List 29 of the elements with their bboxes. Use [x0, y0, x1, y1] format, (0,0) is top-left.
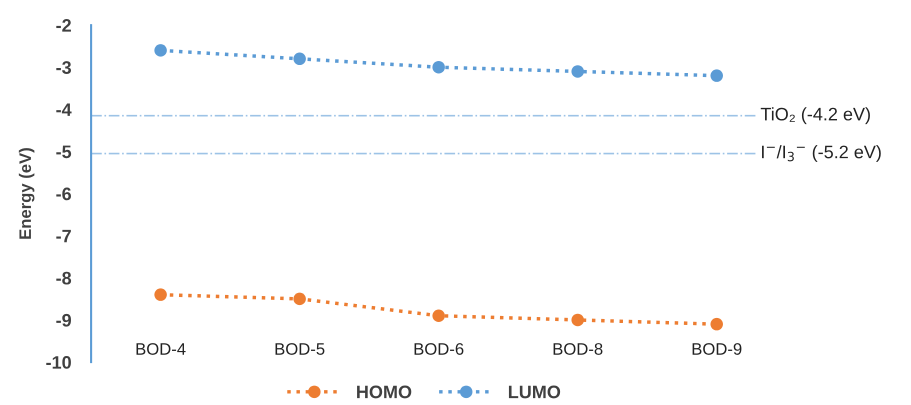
x-tick-label: BOD-4 — [136, 343, 186, 355]
point — [154, 288, 167, 301]
y-tick-label: -7 — [56, 230, 71, 242]
point — [432, 60, 445, 74]
y-tick-label: -9 — [56, 314, 71, 327]
y-tick-label: -2 — [56, 19, 71, 32]
point — [571, 65, 584, 78]
point — [293, 292, 306, 306]
point — [432, 309, 445, 322]
x-tick-label: BOD-8 — [554, 343, 602, 355]
y-tick-label: -10 — [46, 356, 71, 369]
legend-label: HOMO — [357, 386, 412, 398]
x-tick-label: BOD-6 — [414, 343, 464, 355]
y-tick-label: -4 — [56, 103, 72, 116]
y-tick-label: -6 — [56, 188, 72, 200]
point — [571, 314, 584, 326]
x-tick-label: BOD-5 — [276, 343, 324, 355]
point — [710, 318, 723, 330]
y-tick-label: -5 — [56, 146, 72, 158]
legend-label: LUMO — [508, 386, 560, 398]
y-tick-label: -8 — [56, 272, 72, 285]
ref-line-label: TiO₂ (-4.2 eV) — [760, 107, 870, 124]
point — [154, 44, 167, 57]
point — [293, 52, 306, 66]
point — [710, 69, 723, 82]
y-axis-title: Energy (eV) — [18, 148, 34, 239]
ref-line-label: I$^{−}$/I$_{3}$$^{−}$ (-5.2 eV) — [762, 145, 881, 162]
x-tick-label: BOD-9 — [692, 343, 742, 355]
y-tick-label: -3 — [56, 61, 72, 74]
